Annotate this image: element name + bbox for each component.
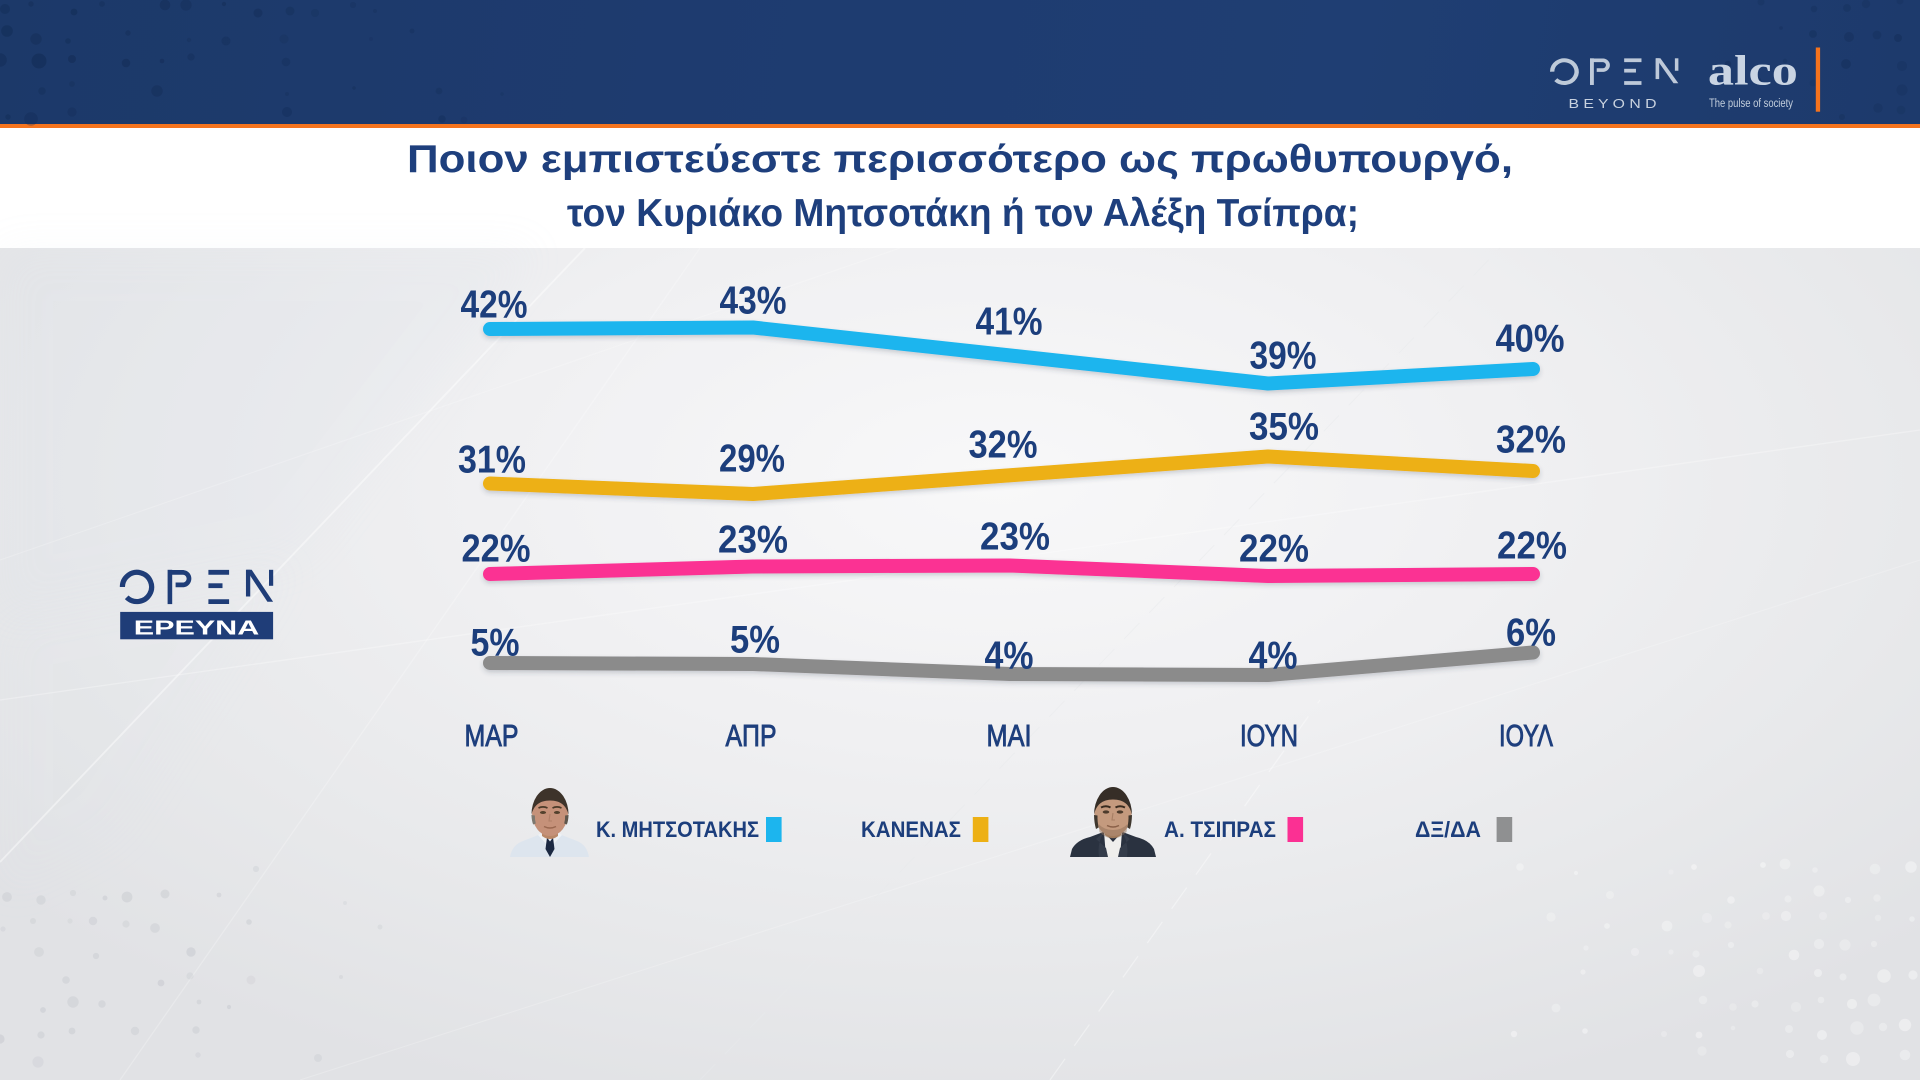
svg-text:alco: alco <box>1708 49 1798 95</box>
svg-text:Ποιον εμπιστεύεστε περισσότερο: Ποιον εμπιστεύεστε περισσότερο ως πρωθυπ… <box>407 138 1513 181</box>
svg-text:43%: 43% <box>720 280 787 323</box>
svg-text:B E Y O N D: B E Y O N D <box>1569 97 1657 111</box>
svg-text:42%: 42% <box>461 284 528 327</box>
svg-text:5%: 5% <box>471 622 520 665</box>
svg-text:22%: 22% <box>1497 525 1567 568</box>
svg-text:ΜΑΡ: ΜΑΡ <box>465 718 519 753</box>
svg-text:39%: 39% <box>1250 335 1317 378</box>
svg-text:5%: 5% <box>730 619 780 662</box>
svg-text:ΔΞ/ΔΑ: ΔΞ/ΔΑ <box>1415 817 1481 842</box>
svg-text:23%: 23% <box>980 516 1050 559</box>
svg-text:τον Κυριάκο Μητσοτάκη ή τον Αλ: τον Κυριάκο Μητσοτάκη ή τον Αλέξη Τσίπρα… <box>567 192 1359 235</box>
svg-text:31%: 31% <box>458 439 526 482</box>
svg-text:4%: 4% <box>1249 635 1298 678</box>
svg-text:ΙΟΥΝ: ΙΟΥΝ <box>1240 718 1298 753</box>
svg-text:4%: 4% <box>985 635 1034 678</box>
svg-text:6%: 6% <box>1506 612 1556 655</box>
svg-text:29%: 29% <box>719 438 785 481</box>
svg-text:41%: 41% <box>976 301 1043 344</box>
svg-text:ΜΑΙ: ΜΑΙ <box>987 718 1032 753</box>
svg-text:ΙΟΥΛ: ΙΟΥΛ <box>1499 718 1553 753</box>
svg-text:ΑΠΡ: ΑΠΡ <box>726 718 777 753</box>
svg-text:35%: 35% <box>1249 406 1319 449</box>
svg-text:ΚΑΝΕΝΑΣ: ΚΑΝΕΝΑΣ <box>861 817 961 842</box>
svg-text:Α. ΤΣΙΠΡΑΣ: Α. ΤΣΙΠΡΑΣ <box>1164 817 1276 842</box>
svg-text:ΕΡΕΥΝΑ: ΕΡΕΥΝΑ <box>134 617 260 639</box>
svg-text:The pulse of society: The pulse of society <box>1709 98 1793 110</box>
svg-text:Κ. ΜΗΤΣΟΤΑΚΗΣ: Κ. ΜΗΤΣΟΤΑΚΗΣ <box>596 817 759 842</box>
svg-text:32%: 32% <box>1496 419 1566 462</box>
svg-text:40%: 40% <box>1496 318 1565 361</box>
svg-text:22%: 22% <box>462 528 531 571</box>
svg-text:22%: 22% <box>1239 528 1309 571</box>
svg-text:23%: 23% <box>718 519 788 562</box>
svg-text:32%: 32% <box>969 424 1038 467</box>
